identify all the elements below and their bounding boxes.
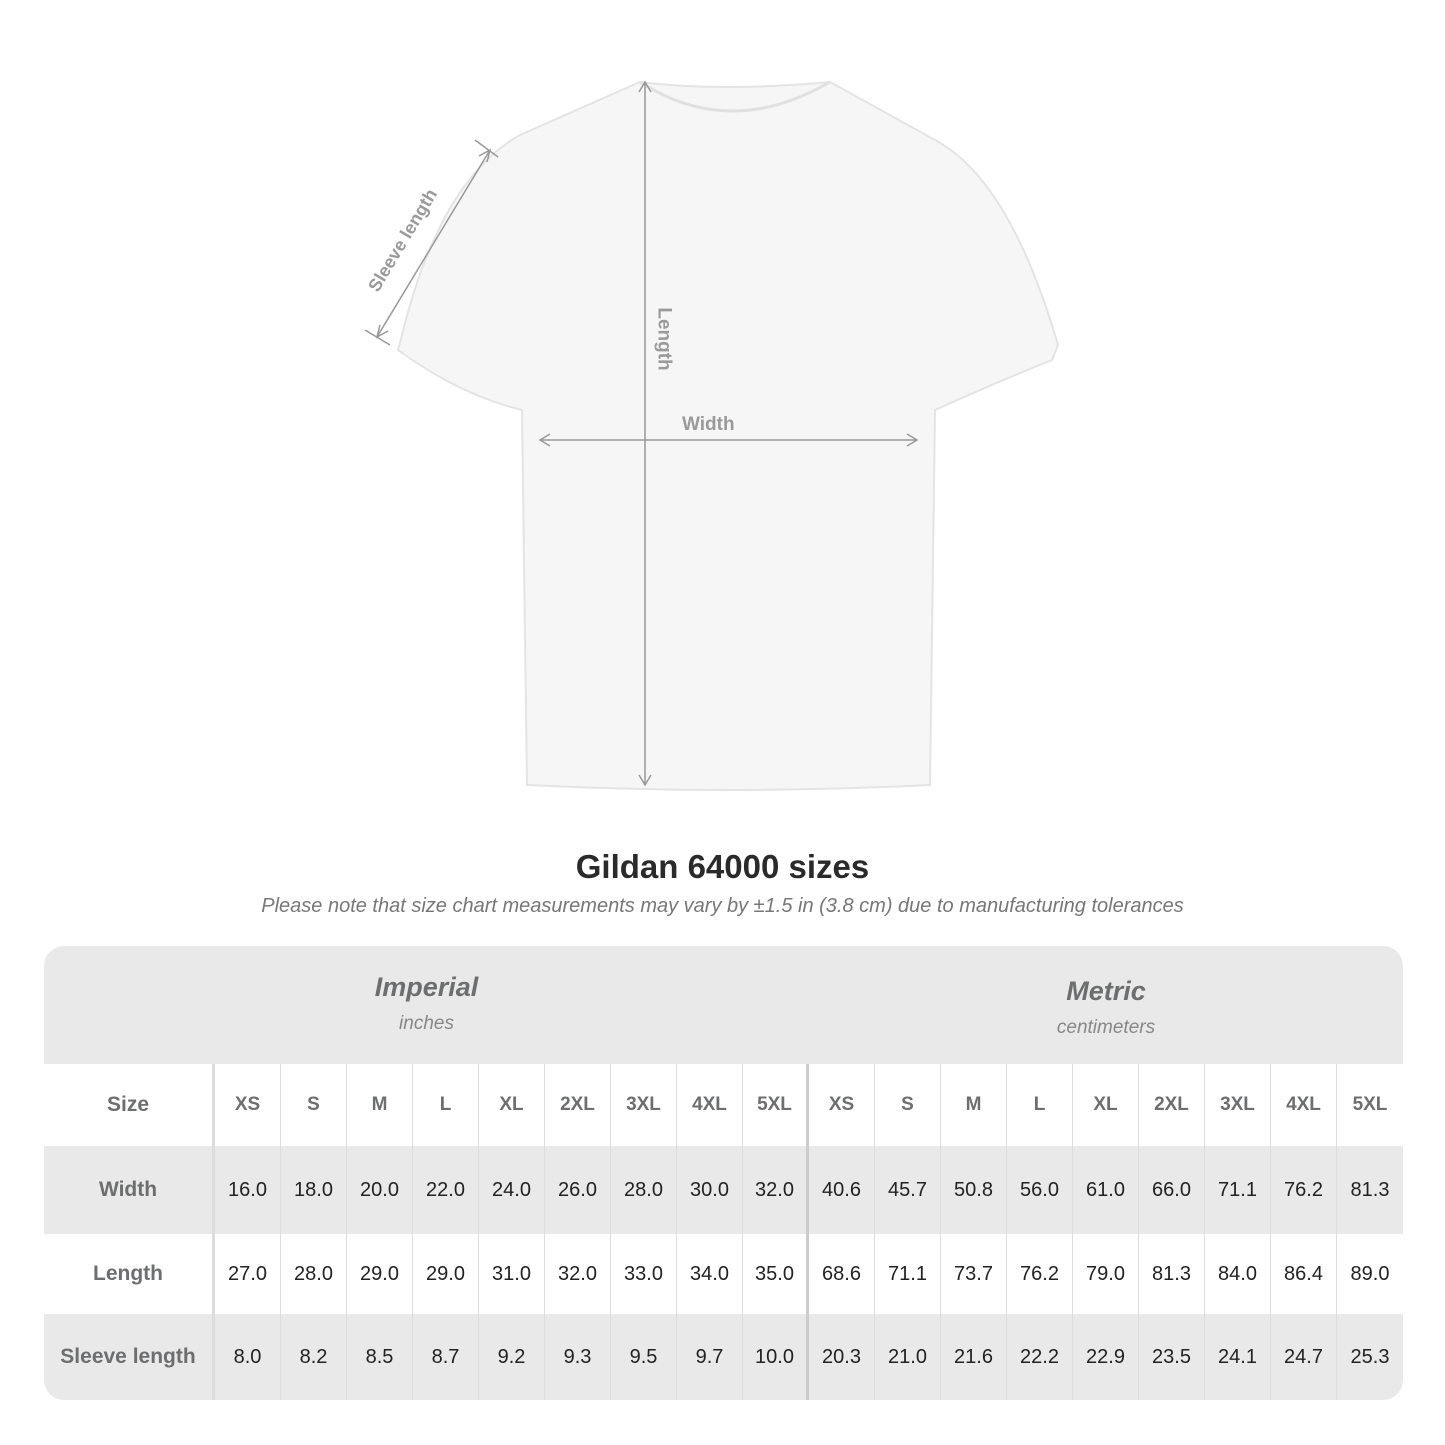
table-cell: 71.1: [875, 1234, 941, 1314]
table-cell: 8.2: [281, 1314, 347, 1400]
table-cell: 24.7: [1271, 1314, 1337, 1400]
table-cell: 45.7: [875, 1146, 941, 1234]
metric-unit: centimeters: [1056, 1017, 1156, 1038]
table-cell: 9.3: [545, 1314, 611, 1400]
imperial-label: Imperial: [374, 972, 479, 1002]
size-column-label: Size: [44, 1064, 215, 1146]
table-cell: 89.0: [1350, 1262, 1390, 1285]
size-header-cell: L: [1007, 1064, 1073, 1146]
table-cell: 9.2: [479, 1314, 545, 1400]
table-cell: 9.7: [677, 1314, 743, 1400]
table-cell: 40.6: [809, 1146, 875, 1234]
table-cell: 21.6: [941, 1314, 1007, 1400]
size-header-cell: 3XL: [611, 1064, 677, 1146]
table-row: Length 27.0 28.0 29.0 29.0 31.0 32.0 33.0 34.0 35…: [44, 1234, 1403, 1314]
size-header-cell: 5XL: [743, 1064, 809, 1146]
size-header-cell: M: [347, 1064, 413, 1146]
tshirt-collar: [639, 80, 831, 113]
table-cell: 71.1: [1205, 1146, 1271, 1234]
size-header-cell: S: [875, 1064, 941, 1146]
table-cell: 8.0: [215, 1314, 281, 1400]
table-cell: 76.2: [1271, 1146, 1337, 1234]
table-cell: 23.5: [1139, 1314, 1205, 1400]
table-cell: 66.0: [1139, 1146, 1205, 1234]
size-header-cell: XS: [215, 1064, 281, 1146]
table-row: Sleeve length 8.0 8.2 8.5 8.7 9.2 9.3 9.5 9.7 10.…: [44, 1314, 1403, 1400]
table-cell: 20.3: [809, 1314, 875, 1400]
table-cell: 35.0: [743, 1234, 809, 1314]
imperial-unit: inches: [399, 1013, 454, 1034]
size-header-cell: XS: [809, 1064, 875, 1146]
table-cell: 29.0: [347, 1234, 413, 1314]
table-cell: 56.0: [1007, 1146, 1073, 1234]
table-cell: 76.2: [1007, 1234, 1073, 1314]
metric-label: Metric: [1066, 976, 1146, 1006]
size-header-cell: 2XL: [545, 1064, 611, 1146]
row-label: Sleeve length: [44, 1314, 215, 1400]
table-cell: 73.7: [941, 1234, 1007, 1314]
size-header-cell: 2XL: [1139, 1064, 1205, 1146]
table-cell: 22.9: [1073, 1314, 1139, 1400]
table-cell: 8.7: [413, 1314, 479, 1400]
tshirt-diagram: [364, 80, 1060, 791]
row-label: Width: [44, 1146, 215, 1234]
row-label: Length: [44, 1234, 215, 1314]
table-cell: 10.0: [743, 1314, 809, 1400]
table-cell: 16.0: [215, 1146, 281, 1234]
table-cell: 24.1: [1205, 1314, 1271, 1400]
table-cell: 79.0: [1073, 1234, 1139, 1314]
table-cell: 61.0: [1073, 1146, 1139, 1234]
table-cell: 32.0: [545, 1234, 611, 1314]
table-cell: 26.0: [545, 1146, 611, 1234]
table-cell: 28.0: [611, 1146, 677, 1234]
size-header-cell: L: [413, 1064, 479, 1146]
length-label: Length: [653, 307, 675, 371]
table-cell: 24.0: [479, 1146, 545, 1234]
imperial-header: Imperial inches: [215, 946, 638, 1064]
size-header-cell: S: [281, 1064, 347, 1146]
size-header-cell: XL: [479, 1064, 545, 1146]
size-header-cell: 5XL: [1352, 1094, 1388, 1115]
table-cell: 34.0: [677, 1234, 743, 1314]
table-cell: 22.0: [413, 1146, 479, 1234]
table-cell: 84.0: [1205, 1234, 1271, 1314]
table-cell: 20.0: [347, 1146, 413, 1234]
table-cell: 31.0: [479, 1234, 545, 1314]
metric-header: Metric centimeters: [809, 946, 1403, 1064]
table-cell: 30.0: [677, 1146, 743, 1234]
width-label: Width: [682, 414, 735, 435]
size-header-cell: M: [941, 1064, 1007, 1146]
table-cell: 68.6: [809, 1234, 875, 1314]
table-cell: 21.0: [875, 1314, 941, 1400]
size-table: Imperial inches Metric centimeters Size X…: [44, 946, 1403, 1400]
table-cell: 81.3: [1350, 1178, 1390, 1201]
table-cell: 81.3: [1139, 1234, 1205, 1314]
page-title: Gildan 64000 sizes: [575, 848, 870, 885]
sleeve-measure-line: [376, 149, 491, 338]
size-header-cell: 4XL: [1271, 1064, 1337, 1146]
table-cell: 33.0: [611, 1234, 677, 1314]
table-cell: 50.8: [941, 1146, 1007, 1234]
size-header-cell: 4XL: [677, 1064, 743, 1146]
tshirt-shape: [396, 80, 1060, 791]
table-cell: 86.4: [1271, 1234, 1337, 1314]
size-header-cell: XL: [1073, 1064, 1139, 1146]
size-header-row: Size XS S M L XL 2XL 3XL 4XL 5XL XS S M L XL 2XL 3XL 4XL 5…: [44, 1064, 1403, 1146]
size-header-cell: 3XL: [1205, 1064, 1271, 1146]
table-cell: 32.0: [743, 1146, 809, 1234]
table-cell: 18.0: [281, 1146, 347, 1234]
table-row: Width 16.0 18.0 20.0 22.0 24.0 26.0 28.0 30.0 32.…: [44, 1146, 1403, 1234]
tolerance-note: Please note that size chart measurements…: [261, 895, 1184, 917]
table-cell: 22.2: [1007, 1314, 1073, 1400]
table-cell: 25.3: [1350, 1345, 1390, 1368]
table-cell: 9.5: [611, 1314, 677, 1400]
table-cell: 28.0: [281, 1234, 347, 1314]
table-cell: 8.5: [347, 1314, 413, 1400]
table-cell: 27.0: [215, 1234, 281, 1314]
table-cell: 29.0: [413, 1234, 479, 1314]
